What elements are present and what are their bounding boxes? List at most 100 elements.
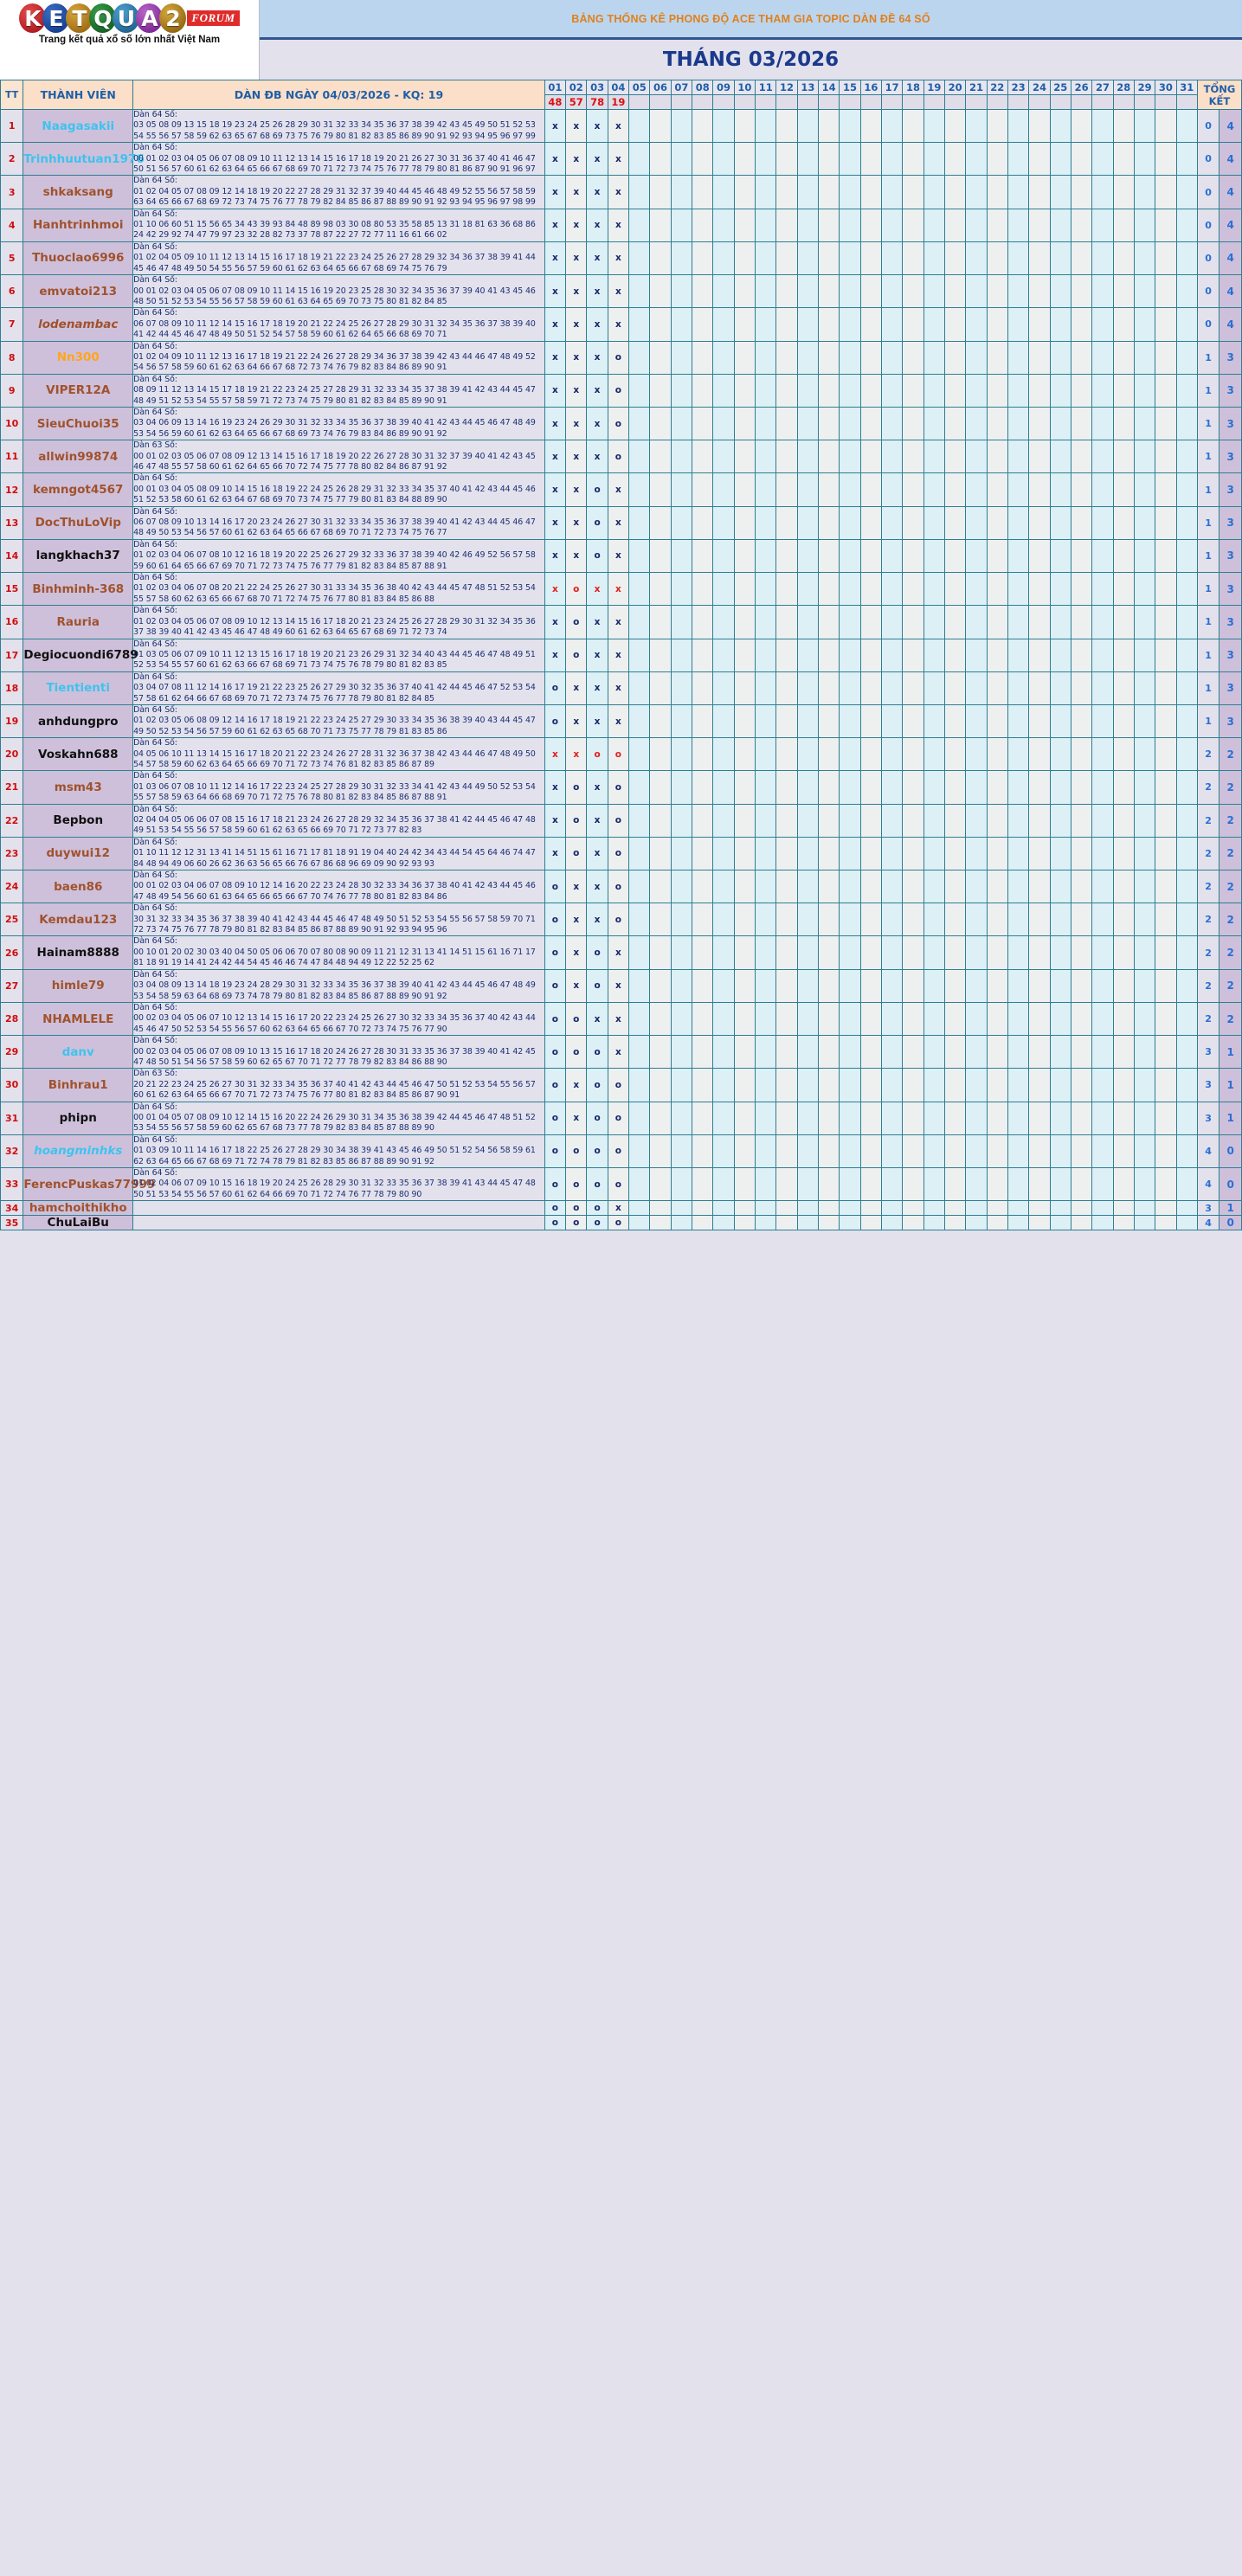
mark-cell-12[interactable] (775, 274, 798, 309)
mark-cell-26[interactable] (1070, 340, 1093, 375)
mark-cell-22[interactable] (986, 208, 1008, 242)
mark-cell-24[interactable] (1028, 737, 1051, 772)
mark-cell-27[interactable] (1091, 472, 1114, 507)
mark-cell-05[interactable] (628, 1166, 651, 1202)
mark-cell-13[interactable] (796, 175, 820, 209)
member-name[interactable]: Naagasakii (23, 108, 134, 144)
mark-cell-07[interactable] (670, 307, 693, 342)
mark-cell-03[interactable]: x (586, 340, 608, 375)
mark-cell-27[interactable] (1091, 737, 1114, 772)
mark-cell-13[interactable] (796, 671, 820, 705)
mark-cell-08[interactable] (692, 770, 714, 805)
mark-cell-13[interactable] (796, 1200, 820, 1217)
mark-cell-22[interactable] (986, 108, 1008, 144)
mark-cell-16[interactable] (859, 968, 883, 1003)
mark-cell-29[interactable] (1133, 538, 1156, 574)
mark-cell-31[interactable] (1175, 307, 1198, 342)
mark-cell-23[interactable] (1007, 935, 1030, 970)
mark-cell-04[interactable]: o (607, 1166, 630, 1202)
table-row[interactable]: 1 Naagasakii Dàn 64 Số: 03 05 08 09 13 15 1… (0, 108, 1242, 144)
table-row[interactable]: 32 hoangminhks Dàn 64 Số: 01 03 09 10 11 14… (0, 1134, 1242, 1169)
mark-cell-05[interactable] (628, 175, 651, 209)
mark-cell-25[interactable] (1049, 903, 1071, 937)
mark-cell-03[interactable]: o (586, 1200, 608, 1217)
member-name[interactable]: danv (23, 1035, 134, 1070)
mark-cell-29[interactable] (1133, 1134, 1156, 1169)
mark-cell-05[interactable] (628, 803, 651, 838)
mark-cell-29[interactable] (1133, 968, 1156, 1003)
mark-cell-24[interactable] (1028, 1068, 1051, 1102)
mark-cell-22[interactable] (986, 1134, 1008, 1169)
mark-cell-26[interactable] (1070, 605, 1093, 639)
mark-cell-20[interactable] (943, 935, 967, 970)
mark-cell-31[interactable] (1175, 935, 1198, 970)
mark-cell-20[interactable] (943, 737, 967, 772)
mark-cell-26[interactable] (1070, 142, 1093, 177)
mark-cell-02[interactable]: x (565, 968, 588, 1003)
mark-cell-31[interactable] (1175, 1200, 1198, 1217)
mark-cell-02[interactable]: x (565, 472, 588, 507)
mark-cell-04[interactable]: x (607, 671, 630, 705)
mark-cell-14[interactable] (818, 671, 840, 705)
mark-cell-04[interactable]: o (607, 803, 630, 838)
mark-cell-02[interactable]: o (565, 1166, 588, 1202)
mark-cell-26[interactable] (1070, 572, 1093, 607)
mark-cell-22[interactable] (986, 406, 1008, 441)
mark-cell-16[interactable] (859, 274, 883, 309)
mark-cell-08[interactable] (692, 737, 714, 772)
mark-cell-21[interactable] (965, 935, 988, 970)
mark-cell-01[interactable]: x (544, 505, 567, 540)
mark-cell-18[interactable] (902, 241, 924, 276)
mark-cell-24[interactable] (1028, 472, 1051, 507)
mark-cell-30[interactable] (1155, 1215, 1177, 1231)
mark-cell-01[interactable]: o (544, 1001, 567, 1037)
mark-cell-03[interactable]: x (586, 572, 608, 607)
mark-cell-17[interactable] (880, 703, 904, 739)
mark-cell-22[interactable] (986, 903, 1008, 937)
mark-cell-21[interactable] (965, 572, 988, 607)
mark-cell-01[interactable]: x (544, 638, 567, 672)
mark-cell-16[interactable] (859, 142, 883, 177)
mark-cell-15[interactable] (839, 605, 861, 639)
member-name[interactable]: FerencPuskas77999 (23, 1166, 155, 1202)
mark-cell-15[interactable] (839, 770, 861, 805)
mark-cell-03[interactable]: o (586, 505, 608, 540)
mark-cell-18[interactable] (902, 903, 924, 937)
member-name[interactable]: Kemdau123 (23, 903, 134, 937)
mark-cell-04[interactable]: o (607, 373, 630, 408)
mark-cell-15[interactable] (839, 703, 861, 739)
mark-cell-07[interactable] (670, 968, 693, 1003)
mark-cell-27[interactable] (1091, 406, 1114, 441)
mark-cell-09[interactable] (712, 538, 735, 574)
mark-cell-31[interactable] (1175, 703, 1198, 739)
mark-cell-13[interactable] (796, 472, 820, 507)
mark-cell-23[interactable] (1007, 737, 1030, 772)
mark-cell-13[interactable] (796, 1215, 820, 1231)
mark-cell-16[interactable] (859, 373, 883, 408)
mark-cell-22[interactable] (986, 472, 1008, 507)
mark-cell-15[interactable] (839, 142, 861, 177)
mark-cell-11[interactable] (755, 1001, 777, 1037)
mark-cell-11[interactable] (755, 903, 777, 937)
mark-cell-24[interactable] (1028, 440, 1051, 474)
mark-cell-10[interactable] (733, 241, 756, 276)
mark-cell-03[interactable]: x (586, 770, 608, 805)
mark-cell-03[interactable]: x (586, 142, 608, 177)
mark-cell-09[interactable] (712, 340, 735, 375)
mark-cell-15[interactable] (839, 968, 861, 1003)
mark-cell-09[interactable] (712, 770, 735, 805)
mark-cell-19[interactable] (923, 737, 945, 772)
mark-cell-17[interactable] (880, 968, 904, 1003)
mark-cell-04[interactable]: x (607, 208, 630, 242)
mark-cell-13[interactable] (796, 307, 820, 342)
mark-cell-01[interactable]: o (544, 903, 567, 937)
mark-cell-15[interactable] (839, 175, 861, 209)
mark-cell-22[interactable] (986, 307, 1008, 342)
mark-cell-22[interactable] (986, 935, 1008, 970)
mark-cell-29[interactable] (1133, 703, 1156, 739)
table-row[interactable]: 23 duywui12 Dàn 64 Số: 01 10 11 12 12 31 13… (0, 836, 1242, 871)
mark-cell-27[interactable] (1091, 703, 1114, 739)
mark-cell-13[interactable] (796, 340, 820, 375)
member-name[interactable]: himle79 (23, 968, 134, 1003)
mark-cell-09[interactable] (712, 836, 735, 871)
